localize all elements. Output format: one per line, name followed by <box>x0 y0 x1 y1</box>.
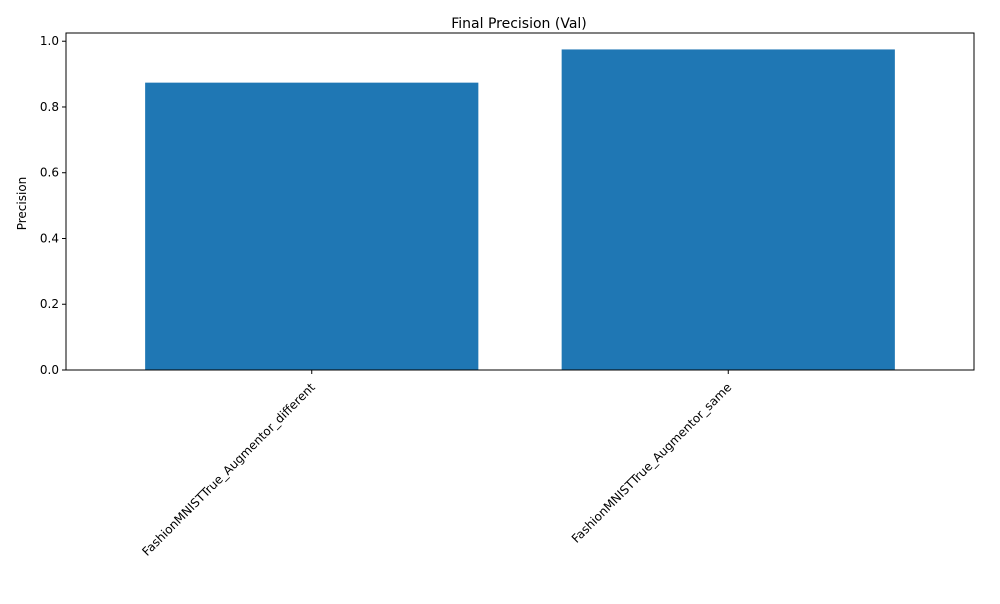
chart-title: Final Precision (Val) <box>451 16 587 32</box>
y-axis-label: Precision <box>15 177 29 231</box>
x-tick-label-0: FashionMNISTTrue_Augmentor_different <box>139 380 318 559</box>
bar-0 <box>145 82 479 371</box>
bar-1 <box>561 49 895 370</box>
plot-frame <box>65 32 975 371</box>
x-tick-label-1: FashionMNISTTrue_Augmentor_same <box>569 380 735 546</box>
y-tick-label-1: 0.2 <box>40 297 59 311</box>
bars-layer <box>145 49 895 371</box>
y-tick-label-3: 0.6 <box>40 166 59 180</box>
y-tick-label-2: 0.4 <box>40 231 59 245</box>
y-tick-label-5: 1.0 <box>40 34 59 48</box>
x-ticks-layer: FashionMNISTTrue_Augmentor_different Fash… <box>139 370 734 559</box>
y-ticks-layer: 0.0 0.2 0.4 0.6 0.8 1.0 <box>40 34 66 377</box>
y-tick-label-0: 0.0 <box>40 363 59 377</box>
y-tick-label-4: 0.8 <box>40 100 59 114</box>
